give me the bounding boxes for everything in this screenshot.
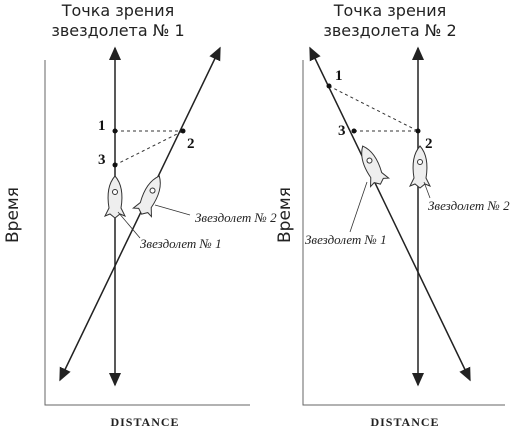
- y-axis-label: Время: [3, 187, 23, 243]
- rocket: [409, 145, 431, 189]
- y-axis-label: Время: [275, 187, 295, 243]
- event: [326, 83, 332, 89]
- panel-title: Точка зрения: [333, 1, 447, 20]
- leader: [423, 181, 431, 199]
- x-axis-label: DISTANCE: [110, 415, 179, 429]
- rocket: [104, 175, 126, 219]
- panel-title: Точка зрения: [61, 1, 175, 20]
- leader: [117, 211, 141, 239]
- leader: [154, 204, 191, 216]
- x-axis-label: DISTANCE: [370, 415, 439, 429]
- ship-label: Звездолет № 2: [195, 210, 277, 225]
- event: [351, 128, 357, 134]
- event-label: 1: [98, 118, 106, 134]
- leader: [349, 181, 368, 233]
- panel-2: Точка зрения звездолета № 2 Время DISTAN…: [275, 1, 510, 429]
- ship-label: Звездолет № 2: [428, 198, 510, 213]
- panel-title: звездолета № 1: [51, 21, 184, 40]
- event: [415, 128, 421, 134]
- ship-label: Звездолет № 1: [140, 236, 222, 251]
- panel-title: звездолета № 2: [323, 21, 456, 40]
- event-label: 1: [335, 68, 343, 84]
- event: [180, 128, 186, 134]
- event-label: 2: [187, 136, 195, 152]
- signal: [328, 85, 419, 132]
- event: [112, 128, 118, 134]
- worldline: [309, 46, 471, 382]
- frame: [44, 60, 250, 406]
- event-label: 2: [425, 136, 433, 152]
- rocket: [131, 171, 169, 219]
- event: [112, 162, 118, 168]
- event-label: 3: [98, 152, 106, 168]
- worldline: [59, 46, 221, 382]
- panel-1: Точка зрения звездолета № 1 Время DISTAN…: [3, 1, 277, 429]
- ship-label: Звездолет № 1: [305, 232, 387, 247]
- event-label: 3: [338, 123, 346, 139]
- signal: [114, 130, 184, 166]
- frame: [302, 60, 505, 406]
